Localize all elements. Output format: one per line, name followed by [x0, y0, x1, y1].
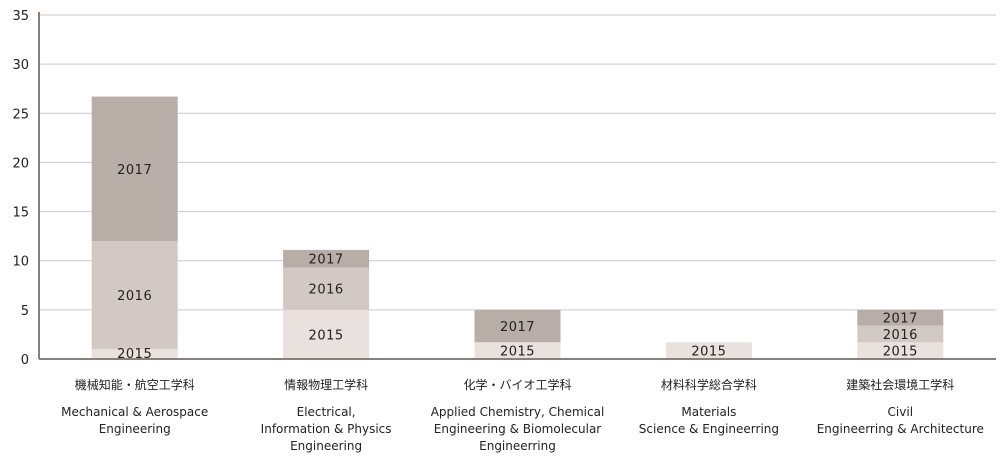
segment-label: 2016 [117, 289, 152, 304]
category-label-ja: 化学・バイオ工学科 [463, 377, 571, 392]
category-label-en: Engineering & Biomolecular [434, 422, 602, 436]
y-axis-ticks: 0 5 10 15 20 25 30 35 [12, 9, 29, 368]
bar-segment-2017 [857, 309, 944, 326]
category-label-en: Electrical, [297, 405, 356, 419]
category-label-en: Applied Chemistry, Chemical [431, 405, 605, 419]
bar-segment-2016 [91, 241, 178, 350]
bar-segment-2017 [91, 96, 178, 242]
category-labels: 機械知能・航空工学科 Mechanical & Aerospace Engineer… [61, 377, 984, 453]
category-label-en: Information & Physics [261, 422, 392, 436]
y-tick-label: 15 [12, 206, 29, 221]
bar-segment-2015 [665, 342, 752, 359]
axes [38, 12, 996, 360]
y-tick-label: 25 [12, 107, 29, 122]
segment-label: 2015 [691, 345, 726, 360]
bar-segment-2017 [474, 309, 561, 343]
segment-label: 2017 [883, 312, 918, 327]
bars [91, 96, 944, 359]
bar-segment-2015 [91, 349, 178, 359]
y-tick-label: 35 [12, 9, 29, 24]
category-label-ja: 建築社会環境工学科 [846, 377, 954, 392]
y-tick-label: 30 [12, 58, 29, 73]
bar-segment-2016 [283, 267, 370, 310]
category-label-en: Engineering [290, 439, 362, 453]
bar-segment-2017 [283, 249, 370, 268]
gridlines [39, 14, 996, 311]
y-tick-label: 20 [12, 156, 29, 171]
category-label-en: Science & Engineerring [639, 422, 779, 436]
bar-segment-2016 [857, 325, 944, 343]
category-label-en: Engineerring [479, 439, 556, 453]
segment-label: 2017 [309, 253, 344, 268]
y-tick-label: 0 [21, 353, 29, 368]
segment-label: 2016 [883, 328, 918, 343]
segment-label: 2015 [883, 345, 918, 360]
category-label-en: Engineerring & Architecture [817, 422, 984, 436]
segment-label: 2017 [500, 320, 535, 335]
bar-segment-2015 [857, 342, 944, 359]
category-label-en: Mechanical & Aerospace [61, 405, 208, 419]
segment-label: 2015 [309, 328, 344, 343]
category-label-en: Engineering [99, 422, 171, 436]
category-label-en: Materials [681, 405, 736, 419]
y-tick-label: 5 [21, 304, 29, 319]
y-tick-label: 10 [12, 255, 29, 270]
category-label-ja: 機械知能・航空工学科 [75, 377, 195, 392]
category-label-ja: 情報物理工学科 [284, 377, 368, 392]
bar-segment-2015 [474, 342, 561, 359]
segment-label: 2017 [117, 163, 152, 178]
bar-segment-2015 [283, 309, 370, 359]
segment-label: 2015 [500, 345, 535, 360]
category-label-ja: 材料科学総合学科 [661, 377, 757, 392]
category-label-en: Civil [888, 405, 913, 419]
segment-label: 2016 [309, 283, 344, 298]
